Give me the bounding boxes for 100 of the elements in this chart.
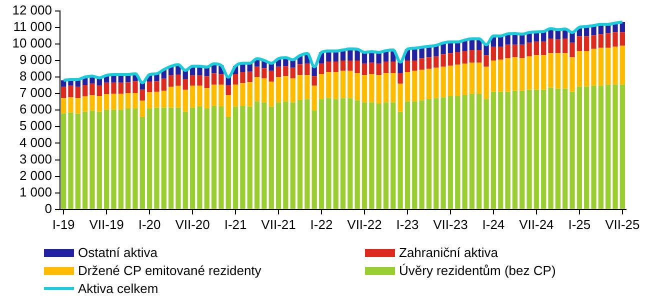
bar [90, 95, 95, 111]
x-tick-label: VII-23 [433, 216, 468, 232]
x-tick-label: VII-21 [261, 216, 296, 232]
bar [104, 82, 110, 94]
bar [312, 110, 317, 209]
bar [146, 92, 152, 108]
bar [348, 60, 353, 71]
y-tick-label: 12 000 [12, 2, 52, 18]
bar [434, 56, 439, 68]
bar [197, 106, 202, 209]
bar [570, 92, 575, 209]
bar [584, 86, 590, 209]
bar [61, 86, 66, 98]
y-tick-label: 4 000 [19, 134, 52, 150]
bar [283, 76, 288, 102]
bar [276, 102, 282, 209]
y-tick-label: 8 000 [19, 68, 52, 84]
bar [254, 101, 260, 209]
bar [111, 82, 116, 94]
bar [383, 61, 389, 74]
bar [398, 83, 403, 112]
bar [404, 101, 410, 209]
bar [498, 59, 504, 92]
x-tick-label: I-20 [138, 216, 161, 232]
bar [620, 84, 625, 209]
bar [476, 50, 482, 63]
bar [240, 83, 246, 106]
bar [104, 110, 110, 209]
bar [505, 58, 510, 92]
bar [562, 88, 568, 209]
bar [182, 90, 188, 112]
line-series [62, 20, 624, 84]
bar [304, 64, 310, 76]
bar [354, 60, 360, 74]
bar [426, 68, 432, 100]
bar [505, 44, 510, 58]
bar [68, 86, 74, 98]
bar [268, 81, 274, 107]
bar [520, 44, 525, 58]
bar [505, 92, 510, 209]
bar [226, 84, 231, 96]
bar [204, 88, 210, 108]
bar [104, 94, 110, 110]
bar [376, 75, 382, 104]
bar [304, 99, 310, 209]
bar [419, 70, 424, 100]
bar [68, 112, 74, 209]
bar [68, 97, 74, 113]
y-tick-label: 10 000 [12, 35, 52, 50]
bar [140, 100, 145, 118]
bar [448, 66, 454, 96]
bar [362, 64, 368, 76]
bar [398, 73, 403, 84]
bar [247, 82, 252, 107]
bar [211, 73, 217, 85]
x-tick-label: I-22 [310, 216, 333, 232]
bar [333, 99, 338, 209]
bar [340, 60, 346, 71]
bar [526, 90, 532, 209]
y-tick-label: 6 000 [19, 102, 52, 117]
bar [426, 99, 432, 209]
bar [398, 112, 403, 209]
bar [362, 102, 368, 209]
bar [240, 72, 246, 84]
y-tick-label: 7 000 [19, 85, 52, 100]
bar [96, 96, 102, 112]
bar [606, 84, 611, 209]
x-tick-label: VII-24 [519, 216, 554, 232]
bar [455, 96, 460, 209]
bar [584, 36, 590, 52]
bar [333, 72, 338, 100]
bar [354, 100, 360, 209]
legend-label: Držené CP emitované rezidenty [78, 263, 262, 278]
x-tick-label: I-23 [396, 216, 419, 232]
bar [146, 108, 152, 209]
bar [161, 78, 166, 91]
bar [520, 90, 525, 209]
bar [304, 75, 310, 100]
bar [111, 94, 116, 110]
bar [469, 50, 475, 63]
bar [462, 51, 468, 64]
bar [476, 62, 482, 94]
bar [612, 32, 618, 47]
bar [383, 73, 389, 102]
bar [75, 86, 80, 98]
bar [369, 102, 374, 209]
legend-label: Úvěry rezidentům (bez CP) [399, 263, 556, 278]
bar [440, 54, 446, 67]
bar [369, 62, 374, 74]
bar [541, 55, 546, 90]
bar [520, 58, 525, 91]
bar [534, 55, 540, 90]
bar [404, 72, 410, 102]
bar [541, 42, 546, 56]
bar [390, 73, 396, 102]
bar [262, 68, 267, 78]
bar [268, 70, 274, 82]
bar [419, 100, 424, 209]
bar [390, 102, 396, 209]
bar [498, 46, 504, 60]
